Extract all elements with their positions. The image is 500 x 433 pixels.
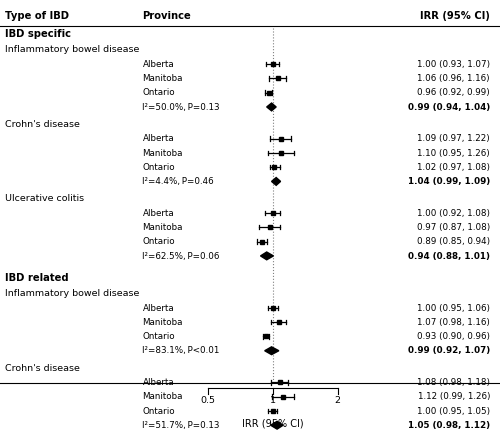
Text: Alberta: Alberta: [142, 134, 174, 143]
Text: Manitoba: Manitoba: [142, 223, 183, 232]
Text: IBD specific: IBD specific: [5, 29, 71, 39]
Text: 1.07 (0.98, 1.16): 1.07 (0.98, 1.16): [417, 318, 490, 327]
Text: 1.00 (0.93, 1.07): 1.00 (0.93, 1.07): [417, 60, 490, 69]
Text: IBD related: IBD related: [5, 273, 68, 283]
Polygon shape: [264, 347, 279, 355]
Polygon shape: [260, 252, 274, 260]
Text: 1.12 (0.99, 1.26): 1.12 (0.99, 1.26): [418, 392, 490, 401]
Text: I²=4.4%, P=0.46: I²=4.4%, P=0.46: [142, 177, 214, 186]
Text: Province: Province: [142, 11, 191, 21]
Polygon shape: [266, 103, 276, 111]
Text: 1.04 (0.99, 1.09): 1.04 (0.99, 1.09): [408, 177, 490, 186]
Text: I²=51.7%, P=0.13: I²=51.7%, P=0.13: [142, 421, 220, 430]
Text: 1.00 (0.95, 1.05): 1.00 (0.95, 1.05): [417, 407, 490, 416]
Text: 2: 2: [334, 396, 340, 405]
Text: Inflammatory bowel disease: Inflammatory bowel disease: [5, 45, 140, 55]
Polygon shape: [270, 421, 283, 429]
Text: 1.00 (0.92, 1.08): 1.00 (0.92, 1.08): [417, 209, 490, 218]
Text: Type of IBD: Type of IBD: [5, 11, 69, 21]
Text: Ontario: Ontario: [142, 88, 175, 97]
Text: 0.94 (0.88, 1.01): 0.94 (0.88, 1.01): [408, 252, 490, 261]
Text: IRR (95% CI): IRR (95% CI): [420, 11, 490, 21]
Text: 0.97 (0.87, 1.08): 0.97 (0.87, 1.08): [417, 223, 490, 232]
Text: Manitoba: Manitoba: [142, 74, 183, 83]
Text: 1.09 (0.97, 1.22): 1.09 (0.97, 1.22): [417, 134, 490, 143]
Text: Ontario: Ontario: [142, 332, 175, 341]
Text: 1.05 (0.98, 1.12): 1.05 (0.98, 1.12): [408, 421, 490, 430]
Text: 1.06 (0.96, 1.16): 1.06 (0.96, 1.16): [418, 74, 490, 83]
Text: Crohn's disease: Crohn's disease: [5, 120, 80, 129]
Text: 0.89 (0.85, 0.94): 0.89 (0.85, 0.94): [417, 237, 490, 246]
Text: I²=83.1%, P<0.01: I²=83.1%, P<0.01: [142, 346, 220, 355]
Text: Crohn's disease: Crohn's disease: [5, 364, 80, 373]
Text: Ontario: Ontario: [142, 163, 175, 172]
Text: Alberta: Alberta: [142, 60, 174, 69]
Text: Alberta: Alberta: [142, 378, 174, 387]
Text: 0.93 (0.90, 0.96): 0.93 (0.90, 0.96): [417, 332, 490, 341]
Text: 1.02 (0.97, 1.08): 1.02 (0.97, 1.08): [417, 163, 490, 172]
Text: 0.99 (0.94, 1.04): 0.99 (0.94, 1.04): [408, 103, 490, 112]
Text: Manitoba: Manitoba: [142, 149, 183, 158]
Text: 0.5: 0.5: [200, 396, 215, 405]
Text: I²=62.5%, P=0.06: I²=62.5%, P=0.06: [142, 252, 220, 261]
Text: Manitoba: Manitoba: [142, 318, 183, 327]
Text: Alberta: Alberta: [142, 304, 174, 313]
Text: 1: 1: [270, 396, 276, 405]
Polygon shape: [272, 178, 280, 185]
Text: Alberta: Alberta: [142, 209, 174, 218]
Text: 0.99 (0.92, 1.07): 0.99 (0.92, 1.07): [408, 346, 490, 355]
Text: IRR (95% CI): IRR (95% CI): [242, 419, 304, 429]
Text: 1.10 (0.95, 1.26): 1.10 (0.95, 1.26): [417, 149, 490, 158]
Text: 1.00 (0.95, 1.06): 1.00 (0.95, 1.06): [417, 304, 490, 313]
Text: 0.96 (0.92, 0.99): 0.96 (0.92, 0.99): [417, 88, 490, 97]
Text: Ontario: Ontario: [142, 407, 175, 416]
Text: Ontario: Ontario: [142, 237, 175, 246]
Text: Inflammatory bowel disease: Inflammatory bowel disease: [5, 289, 140, 298]
Text: I²=50.0%, P=0.13: I²=50.0%, P=0.13: [142, 103, 220, 112]
Text: 1.08 (0.98, 1.18): 1.08 (0.98, 1.18): [417, 378, 490, 387]
Text: Manitoba: Manitoba: [142, 392, 183, 401]
Text: Ulcerative colitis: Ulcerative colitis: [5, 194, 84, 204]
